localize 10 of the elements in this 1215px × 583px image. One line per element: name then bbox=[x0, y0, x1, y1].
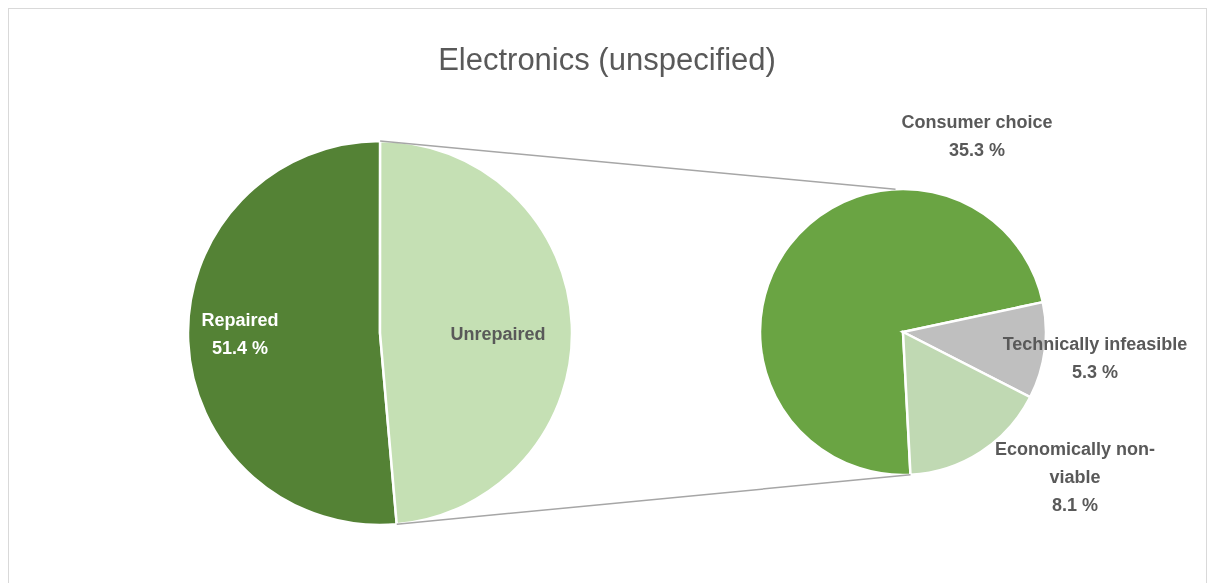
slice-label: Consumer choice bbox=[901, 112, 1053, 132]
slice-label: Economically non-viable bbox=[994, 439, 1156, 487]
data-label: 35.3 % bbox=[948, 140, 1006, 160]
data-label: 51.4 % bbox=[211, 338, 269, 358]
slice-label: Technically infeasible bbox=[1002, 334, 1188, 354]
slice-label: Unrepaired bbox=[450, 324, 546, 344]
data-label: 5.3 % bbox=[1071, 362, 1119, 382]
data-label: 8.1 % bbox=[1051, 495, 1099, 515]
chart-title: Electronics (unspecified) bbox=[438, 42, 776, 77]
slice-label: Repaired bbox=[201, 310, 279, 330]
